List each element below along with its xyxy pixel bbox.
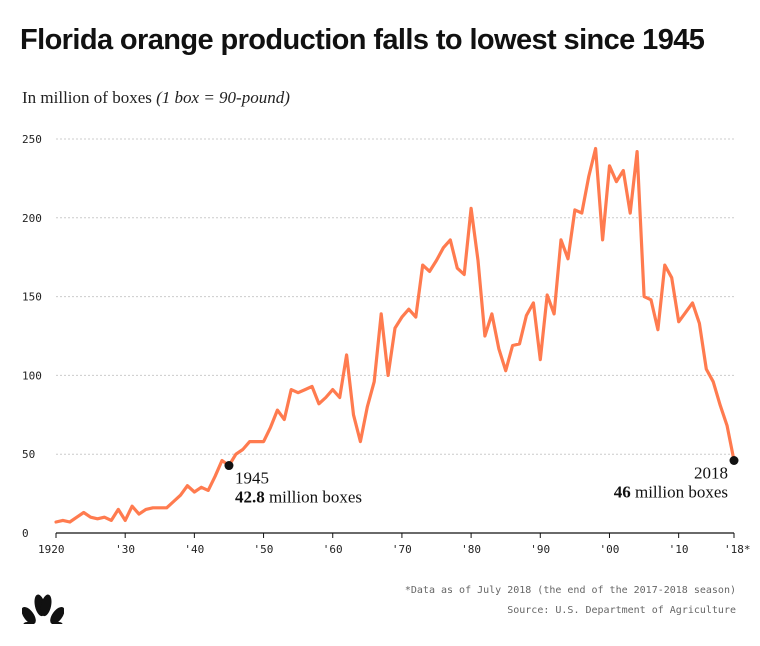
- annotation-value-number: 42.8: [235, 488, 265, 507]
- y-axis-ticks: 0 50 100 150 200 250: [22, 133, 42, 540]
- source-note: Source: U.S. Department of Agriculture: [507, 605, 736, 616]
- y-tick-label: 250: [22, 133, 42, 146]
- x-tick-label: 1920: [38, 543, 65, 556]
- subtitle-unit: In million of boxes: [22, 88, 157, 107]
- annotation-value: 42.8 million boxes: [235, 488, 362, 507]
- x-axis-ticks: 1920 '30 '40 '50 '60 '70 '80 '90 '00 '10 '18*: [38, 533, 751, 556]
- annotation-point: [729, 456, 739, 466]
- x-tick-label: '40: [184, 543, 204, 556]
- y-tick-label: 100: [22, 369, 42, 382]
- annotation-point: [224, 461, 234, 471]
- annotation-value-number: 46: [614, 483, 631, 502]
- chart-subtitle: In million of boxes (1 box = 90-pound): [22, 88, 290, 108]
- footnote: *Data as of July 2018 (the end of the 20…: [404, 585, 736, 596]
- chart-title: Florida orange production falls to lowes…: [20, 24, 705, 56]
- y-tick-label: 50: [22, 448, 35, 461]
- x-tick-label: '18*: [724, 543, 751, 556]
- x-tick-label: '60: [323, 543, 343, 556]
- y-tick-label: 0: [22, 527, 29, 540]
- x-tick-label: '90: [530, 543, 550, 556]
- x-tick-label: '30: [115, 543, 135, 556]
- orange-production-line: [54, 146, 736, 524]
- gridlines: [56, 138, 734, 455]
- nbc-peacock-icon: [22, 594, 64, 624]
- subtitle-note: (1 box = 90-pound): [156, 88, 290, 107]
- x-tick-label: '00: [599, 543, 619, 556]
- y-tick-label: 200: [22, 212, 42, 225]
- annotation-value-unit: million boxes: [265, 488, 362, 507]
- x-tick-label: '70: [392, 543, 412, 556]
- x-tick-label: '50: [254, 543, 274, 556]
- y-tick-label: 150: [22, 291, 42, 304]
- annotation-year: 1945: [235, 469, 269, 488]
- annotation-value-unit: million boxes: [631, 483, 728, 502]
- x-tick-label: '10: [669, 543, 689, 556]
- annotation-year: 2018: [694, 464, 728, 483]
- annotation-value: 46 million boxes: [614, 483, 728, 502]
- x-tick-label: '80: [461, 543, 481, 556]
